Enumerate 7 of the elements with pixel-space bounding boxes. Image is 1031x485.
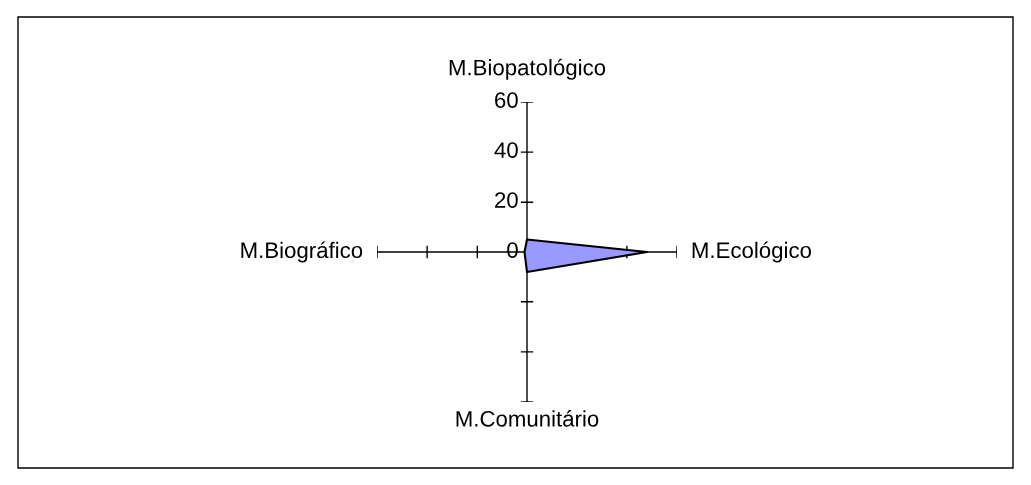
y-tick-label: 60 bbox=[495, 92, 518, 108]
spoke-label: M.Ecológico bbox=[692, 241, 811, 263]
spoke-label: M.Biográfico bbox=[241, 241, 363, 263]
y-tick-label: 40 bbox=[494, 142, 518, 158]
spoke-label: M.Biopatológico bbox=[449, 58, 606, 80]
y-tick-label: 20 bbox=[495, 192, 518, 208]
spoke-label: M.Comunitário bbox=[456, 410, 599, 427]
